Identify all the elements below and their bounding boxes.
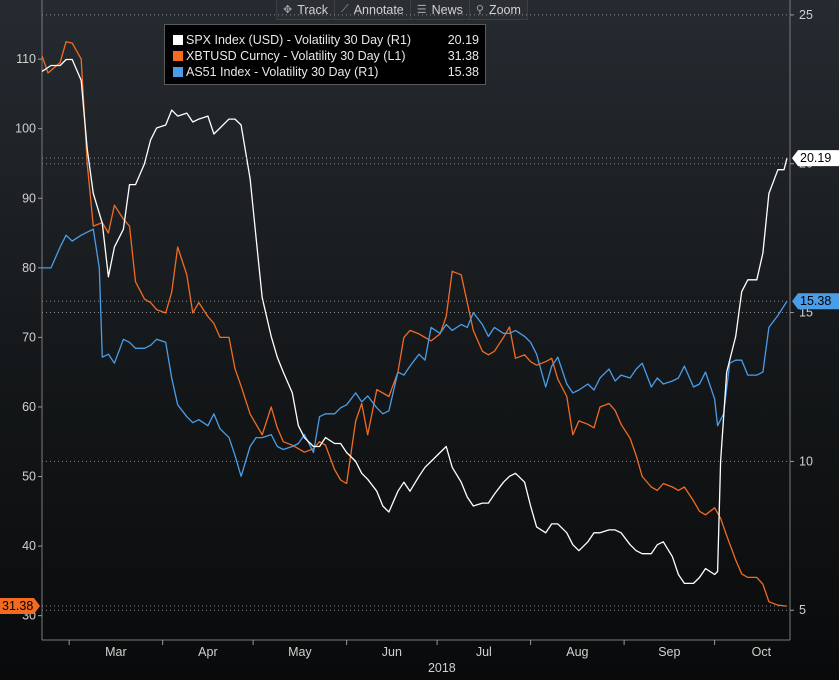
left-tick-label-80: 80 [22,261,36,275]
zoom-button-label: Zoom [488,2,521,17]
last-value-badge-spx [792,150,839,167]
chart-legend: SPX Index (USD) - Volatility 30 Day (R1)… [164,24,486,85]
x-tick-label-apr: Apr [198,645,217,659]
news-button-label: News [431,2,463,17]
last-value-text-as51: 15.38 [800,294,831,308]
legend-value-xbt: 31.38 [447,49,479,63]
x-tick-label-may: May [288,645,312,659]
track-button-label: Track [297,2,329,17]
legend-label-xbt: XBTUSD Curncy - Volatility 30 Day (L1) [186,49,406,63]
last-value-text-xbt: 31.38 [2,599,33,613]
legend-value-spx: 20.19 [447,33,479,47]
last-value-badge-xbt [0,598,40,615]
x-tick-label-sep: Sep [658,645,680,659]
annotate-button-label: Annotate [353,2,404,17]
legend-entry-as51[interactable]: AS51 Index - Volatility 30 Day (R1) 15.3… [173,64,479,80]
legend-label-spx: SPX Index (USD) - Volatility 30 Day (R1) [186,33,412,47]
x-tick-label-jul: Jul [476,645,492,659]
x-tick-label-mar: Mar [105,645,127,659]
x-axis-year-label: 2018 [428,661,456,675]
left-tick-label-70: 70 [22,330,36,344]
news-icon: ☰ [416,4,427,16]
last-value-text-spx: 20.19 [800,151,831,165]
legend-entry-xbt[interactable]: XBTUSD Curncy - Volatility 30 Day (L1) 3… [173,48,479,64]
x-tick-label-aug: Aug [566,645,588,659]
right-tick-label-5: 5 [799,603,806,617]
series-line-xbt [41,41,788,607]
annotate-button[interactable]: ⟋ Annotate [335,0,411,19]
last-value-marker-spx: 20.19 [42,150,839,167]
left-tick-label-90: 90 [22,191,36,205]
series-line-as51 [42,228,788,477]
left-tick-label-60: 60 [22,400,36,414]
legend-value-as51: 15.38 [447,65,479,79]
last-value-marker-xbt: 31.38 [0,598,790,615]
series-line-spx [41,58,788,585]
zoom-button[interactable]: ⚲ Zoom [470,0,527,19]
right-tick-label-10: 10 [799,454,813,468]
legend-swatch-spx [173,35,183,45]
pencil-icon: ⟋ [341,3,349,15]
left-tick-label-100: 100 [15,122,36,136]
last-value-badge-as51 [792,293,839,310]
legend-swatch-as51 [173,67,183,77]
track-button[interactable]: ✥ Track [277,0,336,19]
left-tick-label-110: 110 [16,52,36,66]
right-tick-label-25: 25 [799,8,813,22]
legend-swatch-xbt [173,51,183,61]
x-tick-label-jun: Jun [382,645,402,659]
legend-label-as51: AS51 Index - Volatility 30 Day (R1) [186,65,379,79]
magnifier-icon: ⚲ [475,4,484,16]
legend-entry-spx[interactable]: SPX Index (USD) - Volatility 30 Day (R1)… [173,32,479,48]
x-tick-label-oct: Oct [752,645,772,659]
crosshair-icon: ✥ [283,4,293,16]
left-tick-label-50: 50 [22,470,36,484]
last-value-marker-as51: 15.38 [42,293,839,310]
left-tick-label-40: 40 [22,539,36,553]
news-button[interactable]: ☰ News [411,0,470,19]
